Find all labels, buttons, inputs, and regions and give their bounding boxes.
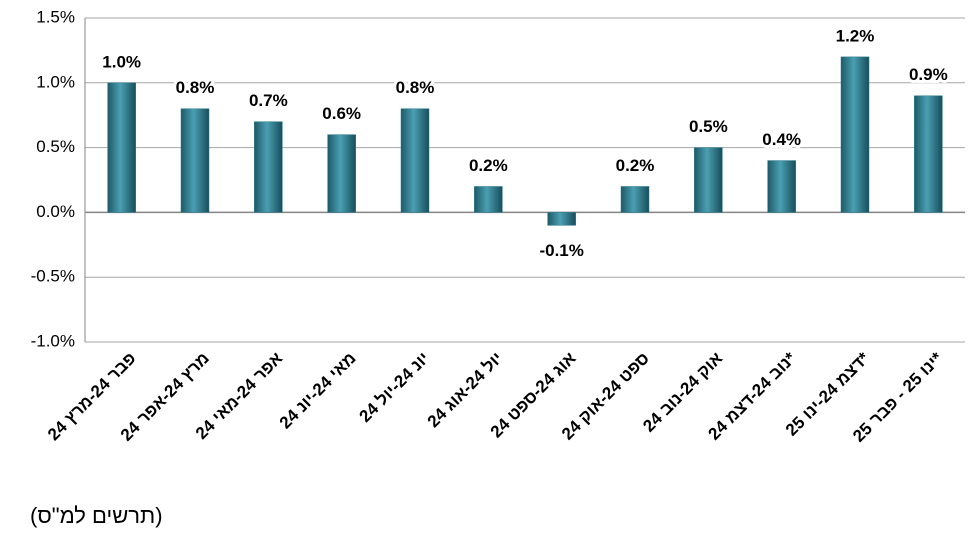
bar: [694, 147, 723, 213]
y-tick-label: 0.5%: [36, 137, 75, 156]
y-tick-label: 1.5%: [36, 7, 75, 26]
value-label: 0.6%: [322, 104, 361, 123]
value-label: 1.0%: [102, 52, 141, 71]
x-tick-label: יונ 24-יול 24: [356, 349, 433, 426]
y-tick-label: 1.0%: [36, 72, 75, 91]
bar: [767, 160, 796, 213]
value-label: 0.7%: [249, 91, 288, 110]
value-label: 0.2%: [616, 156, 655, 175]
bar: [840, 56, 870, 213]
bar: [547, 212, 576, 226]
value-label: 0.4%: [762, 130, 801, 149]
bar: [620, 186, 650, 213]
bar: [254, 121, 283, 213]
y-tick-label: 0.0%: [36, 202, 75, 221]
value-label: 0.8%: [396, 78, 435, 97]
value-label: 1.2%: [836, 26, 875, 45]
bar: [914, 95, 943, 213]
value-label: -0.1%: [539, 241, 583, 260]
value-label: 0.5%: [689, 117, 728, 136]
bar: [107, 82, 136, 213]
bar: [474, 186, 503, 213]
value-label: 0.9%: [909, 65, 948, 84]
footnote: (תרשים למ"ס): [30, 503, 163, 528]
y-tick-label: -0.5%: [31, 267, 75, 286]
x-tick-label: יול 24-אוג 24: [424, 349, 507, 432]
value-label: 0.8%: [176, 78, 215, 97]
bar: [180, 108, 210, 213]
bar: [400, 108, 430, 213]
x-tick-label: מאי 24-יונ 24: [276, 349, 360, 433]
value-label: 0.2%: [469, 156, 508, 175]
y-tick-label: -1.0%: [31, 331, 75, 350]
bar: [327, 134, 356, 213]
